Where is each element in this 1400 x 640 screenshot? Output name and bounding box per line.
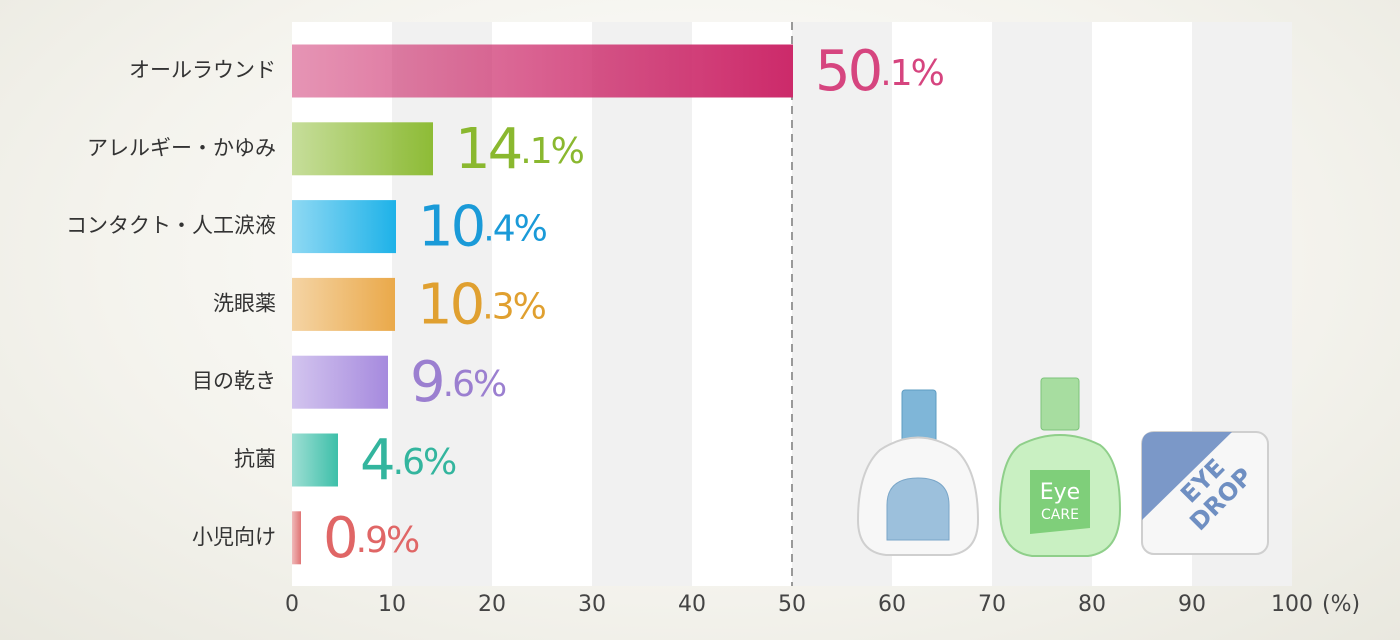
x-tick-label: 10	[378, 592, 406, 617]
bottle-text: CARE	[1041, 507, 1079, 523]
category-label: 目の乾き	[192, 369, 276, 393]
bottle-green: Eye CARE	[998, 377, 1122, 557]
grid-band	[492, 22, 592, 586]
bottle-illustrations: Eye CARE EYE DROP	[856, 377, 1269, 557]
box-eyedrop: EYE DROP	[1141, 431, 1269, 555]
x-tick-label: 40	[678, 592, 706, 617]
value-label: 10.3%	[417, 273, 546, 338]
bottle-blue	[856, 389, 980, 556]
value-label: 4.6%	[360, 428, 456, 493]
x-tick-label: 100	[1271, 592, 1313, 617]
bar	[292, 277, 395, 331]
bar	[292, 44, 793, 98]
value-label: 0.9%	[323, 506, 419, 571]
x-tick-label: 30	[578, 592, 606, 617]
value-label: 9.6%	[410, 350, 506, 415]
x-tick-label: 20	[478, 592, 506, 617]
category-label: アレルギー・かゆみ	[87, 136, 276, 160]
grid-band	[592, 22, 692, 586]
bottle-text: Eye	[1040, 480, 1080, 505]
bar	[292, 433, 338, 487]
value-label: 14.1%	[455, 117, 584, 182]
x-tick-label: 50	[778, 592, 806, 617]
x-unit: (%)	[1322, 592, 1360, 617]
bar	[292, 200, 396, 254]
bar	[292, 355, 388, 409]
grid-band	[692, 22, 792, 586]
x-tick-label: 90	[1178, 592, 1206, 617]
category-label: オールラウンド	[129, 58, 276, 82]
value-label: 10.4%	[418, 195, 547, 260]
category-label: コンタクト・人工涙液	[66, 214, 276, 238]
category-label: 小児向け	[192, 525, 276, 549]
grid-band	[392, 22, 492, 586]
x-tick-label: 80	[1078, 592, 1106, 617]
bar	[292, 511, 301, 565]
x-tick-label: 60	[878, 592, 906, 617]
x-tick-label: 70	[978, 592, 1006, 617]
category-label: 抗菌	[234, 447, 276, 471]
category-label: 洗眼薬	[213, 291, 276, 315]
value-label: 50.1%	[815, 39, 944, 104]
x-tick-label: 0	[285, 592, 299, 617]
bar	[292, 122, 433, 176]
